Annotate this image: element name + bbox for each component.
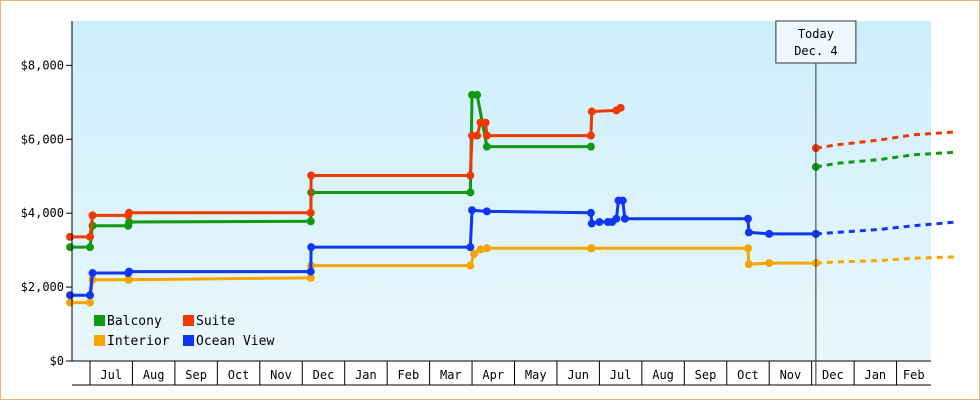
x-month-label: Aug: [143, 368, 165, 382]
data-point-balcony: [125, 218, 134, 227]
data-point-ocean-view: [587, 219, 596, 228]
data-point-balcony: [66, 243, 75, 252]
data-point-ocean-view: [482, 207, 491, 216]
data-point-interior: [66, 298, 75, 307]
x-month-label: Nov: [270, 368, 292, 382]
data-point-balcony: [473, 90, 482, 99]
x-month-label: Nov: [780, 368, 802, 382]
y-tick-label: $2,000: [21, 280, 64, 294]
data-point-suite: [307, 171, 316, 180]
data-point-ocean-view: [66, 291, 75, 300]
y-tick-label: $0: [50, 354, 64, 368]
data-point-interior: [86, 298, 94, 307]
data-point-ocean-view: [306, 267, 315, 276]
y-tick-label: $6,000: [21, 132, 64, 146]
today-date: Dec. 4: [794, 44, 837, 58]
x-month-label: Feb: [398, 368, 420, 382]
data-point-suite: [125, 208, 134, 217]
x-month-label: Apr: [482, 368, 504, 382]
data-point-suite: [473, 131, 482, 140]
x-month-label: Dec: [313, 368, 335, 382]
data-point-suite: [66, 232, 75, 241]
data-point-ocean-view: [466, 243, 475, 252]
data-point-suite: [86, 232, 94, 241]
forecast-line-interior: [815, 255, 957, 265]
data-point-interior: [306, 273, 315, 282]
legend-label-interior: Interior: [107, 334, 170, 349]
data-point-ocean-view: [86, 291, 94, 300]
data-point-interior: [765, 259, 774, 268]
data-point-interior: [466, 261, 475, 270]
legend-label-ocean-view: Ocean View: [196, 334, 274, 349]
data-point-suite: [482, 131, 491, 140]
x-month-label: Jul: [100, 368, 122, 382]
legend-swatch-balcony: [94, 315, 105, 326]
legend-swatch-ocean-view: [183, 335, 194, 346]
data-point-balcony: [466, 188, 475, 197]
data-point-balcony: [86, 243, 94, 252]
data-point-suite: [616, 103, 625, 112]
data-point-ocean-view: [612, 214, 621, 223]
data-point-suite: [306, 208, 315, 217]
data-point-ocean-view: [620, 214, 629, 223]
x-month-label: Sep: [185, 368, 207, 382]
data-point-suite: [466, 171, 475, 180]
data-point-interior: [125, 275, 134, 284]
x-month-label: Jan: [864, 368, 886, 382]
today-label: Today: [798, 27, 834, 41]
data-point-ocean-view: [586, 208, 595, 217]
legend-swatch-suite: [183, 315, 194, 326]
data-point-ocean-view: [765, 229, 774, 238]
data-point-ocean-view: [88, 269, 97, 278]
forecast-line-ocean-view: [815, 220, 957, 236]
plot-background: [72, 21, 931, 361]
legend-swatch-interior: [94, 335, 105, 346]
data-point-suite: [88, 211, 97, 220]
data-point-balcony: [586, 142, 595, 151]
data-point-interior: [476, 245, 485, 254]
forecast-line-balcony: [815, 150, 957, 169]
data-point-suite: [481, 118, 490, 127]
data-point-suite: [586, 131, 595, 140]
data-point-interior: [587, 244, 596, 253]
data-point-ocean-view: [618, 196, 627, 205]
legend-label-balcony: Balcony: [107, 314, 162, 329]
data-point-interior: [744, 260, 753, 269]
data-point-interior: [482, 244, 491, 253]
forecast-line-suite: [815, 130, 957, 150]
x-month-label: Jun: [567, 368, 589, 382]
x-month-label: Jan: [355, 368, 377, 382]
x-month-label: Jul: [610, 368, 632, 382]
x-month-label: Oct: [737, 368, 759, 382]
data-point-ocean-view: [743, 214, 752, 223]
y-tick-label: $8,000: [21, 58, 64, 72]
x-month-label: Dec: [822, 368, 844, 382]
x-month-label: Mar: [440, 368, 462, 382]
x-month-label: Oct: [228, 368, 250, 382]
x-month-label: Aug: [652, 368, 674, 382]
data-point-interior: [470, 249, 479, 258]
data-point-ocean-view: [307, 243, 316, 252]
x-month-label: May: [525, 368, 547, 382]
x-month-label: Feb: [903, 368, 925, 382]
data-point-interior: [743, 244, 752, 253]
data-point-suite: [587, 107, 596, 116]
legend-label-suite: Suite: [196, 314, 235, 329]
data-point-balcony: [482, 142, 491, 151]
data-point-ocean-view: [595, 218, 604, 227]
data-point-balcony: [306, 217, 315, 226]
data-point-ocean-view: [468, 206, 477, 215]
data-point-ocean-view: [125, 267, 134, 276]
x-month-label: Sep: [695, 368, 717, 382]
y-tick-label: $4,000: [21, 206, 64, 220]
data-point-ocean-view: [744, 228, 753, 237]
today-callout: [775, 20, 857, 64]
